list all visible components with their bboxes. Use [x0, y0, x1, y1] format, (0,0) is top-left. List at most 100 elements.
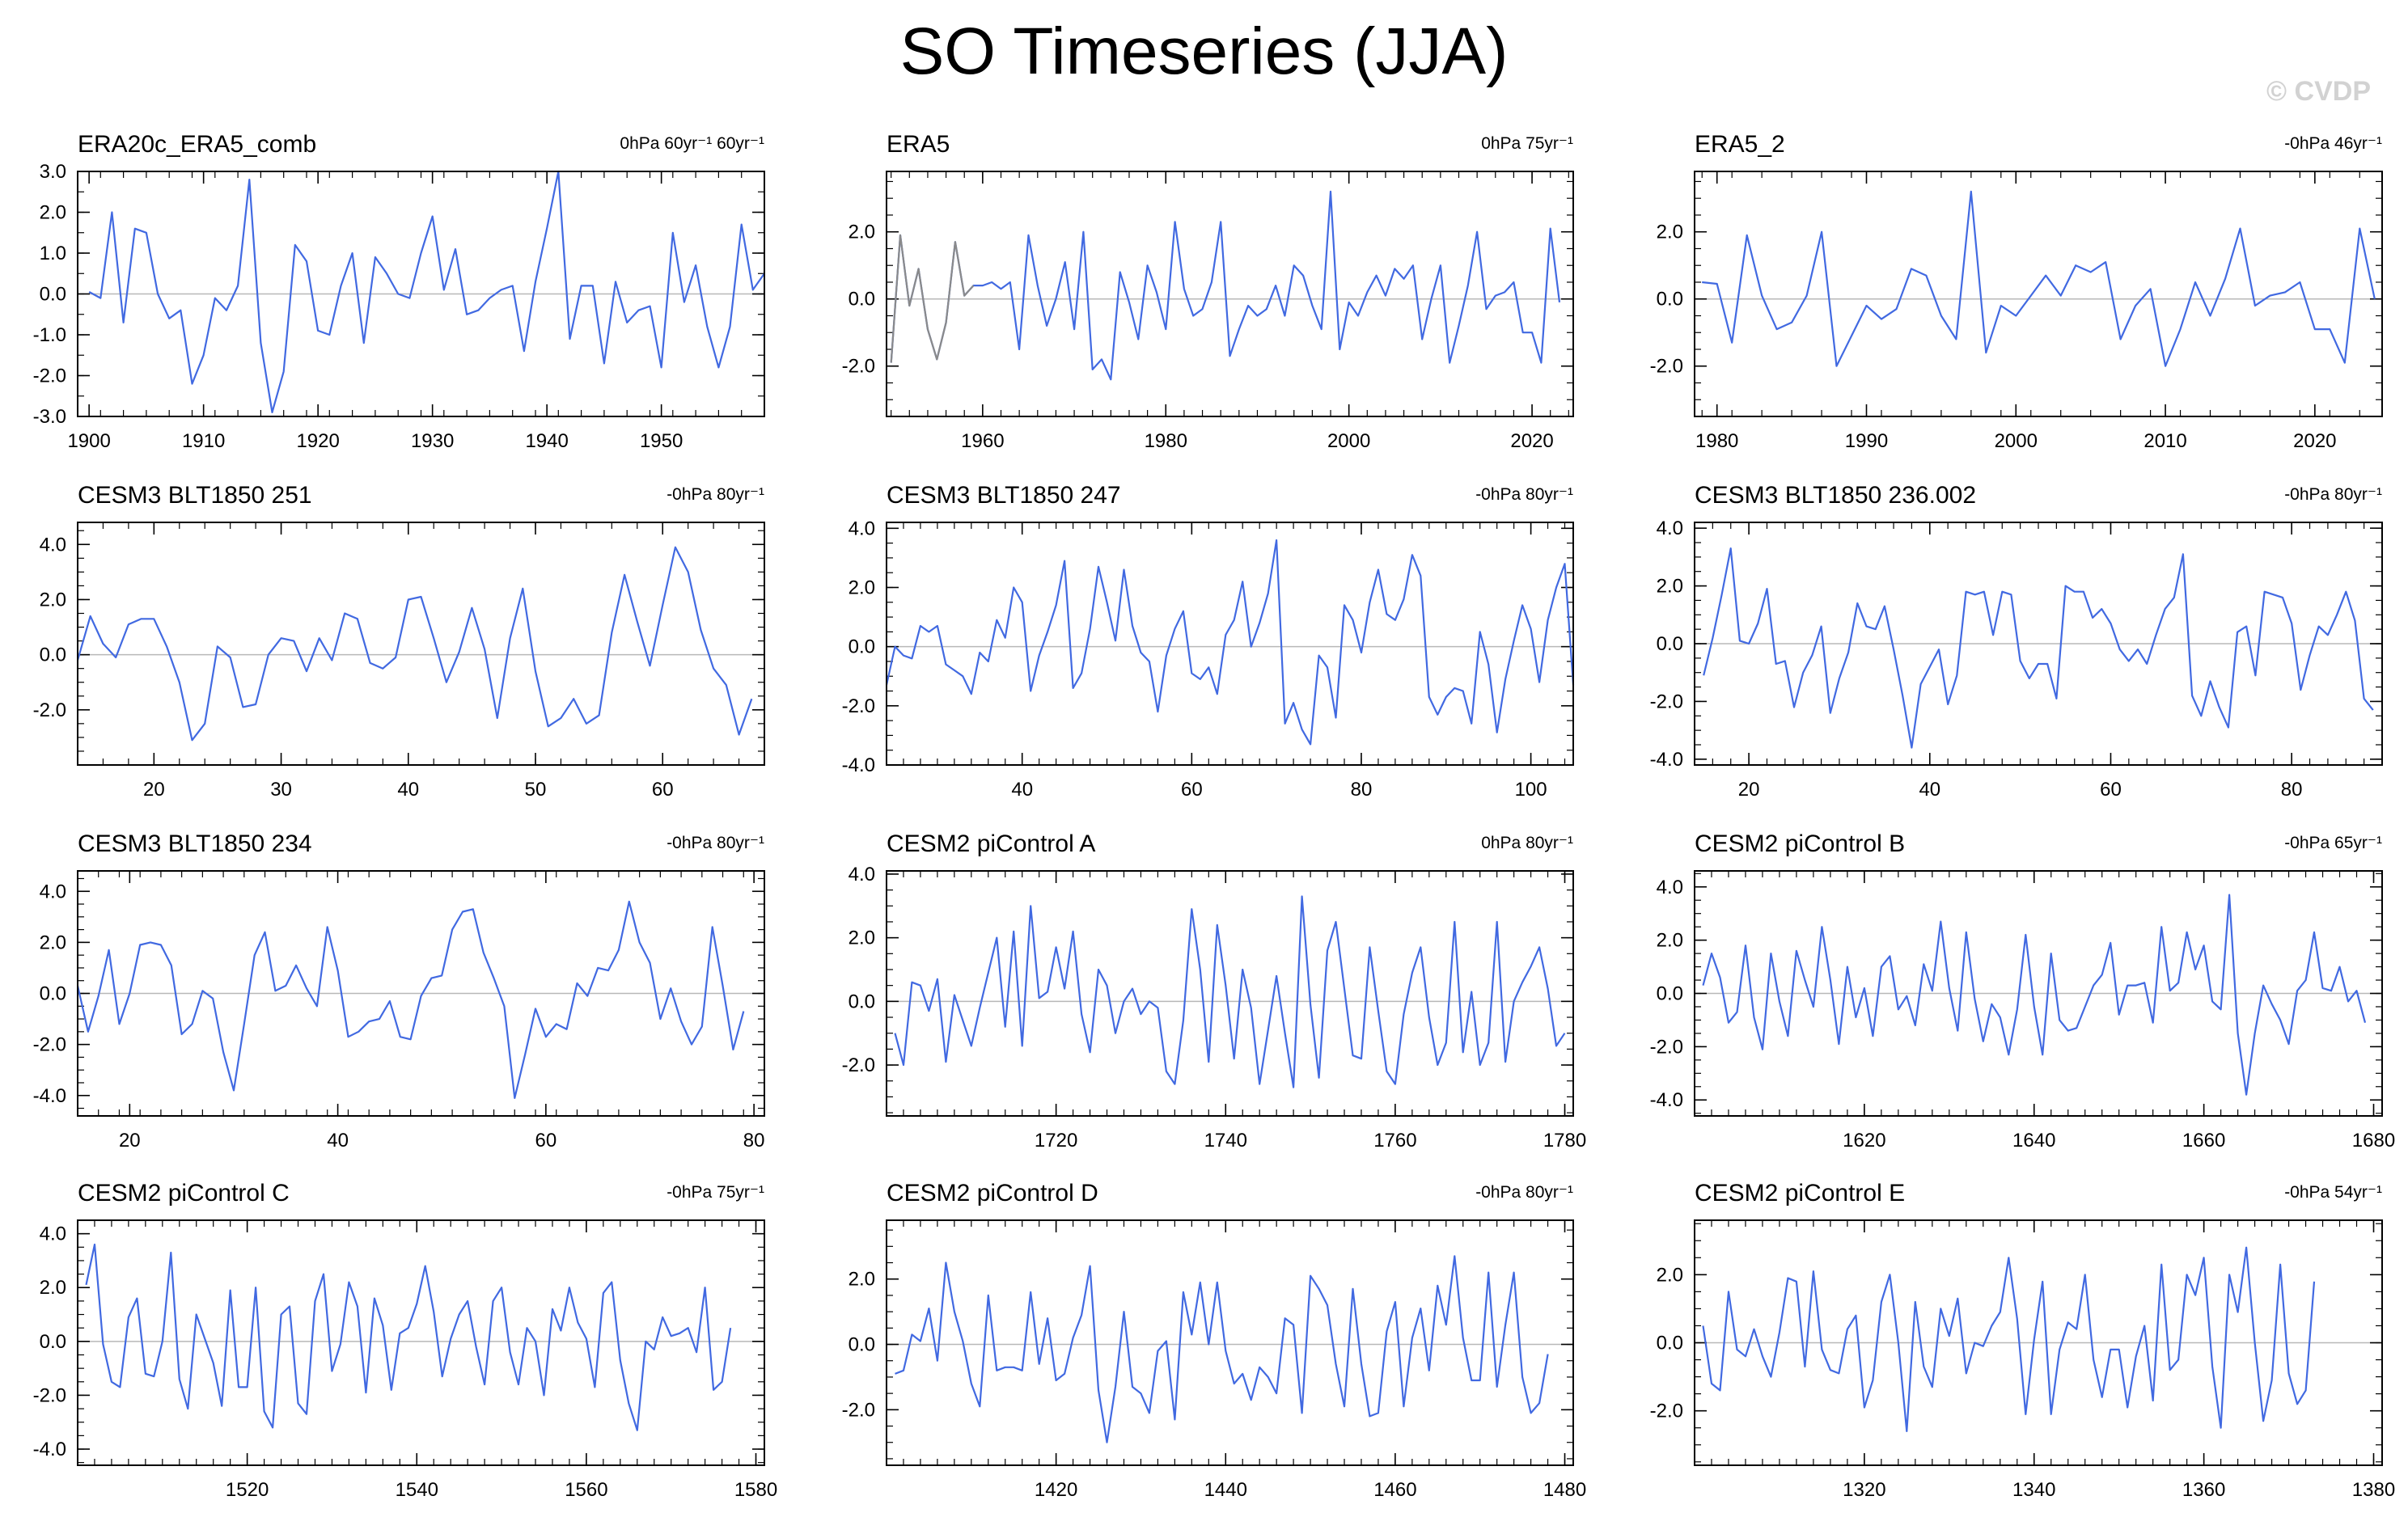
series-line	[85, 1243, 732, 1431]
series-line	[1703, 547, 2374, 749]
x-tick-label: 20	[1738, 779, 1760, 801]
y-tick-label: 0.0	[1657, 1333, 1683, 1354]
y-tick-label: 0.0	[1657, 983, 1683, 1005]
x-tick-label: 60	[652, 779, 674, 801]
plot-frame	[886, 1219, 1574, 1466]
panel-title: ERA20c_ERA5_comb	[78, 131, 316, 158]
y-tick-label: 4.0	[40, 534, 66, 556]
x-tick-label: 80	[1351, 779, 1373, 801]
x-tick-label: 1620	[1843, 1130, 1885, 1152]
panel-7: CESM3 BLT1850 234 -0hPa 80yr⁻¹ 20 40 60 80 -4.…	[33, 830, 765, 1152]
panel-title: CESM2 piControl B	[1695, 830, 1905, 857]
series-line	[894, 895, 1566, 1088]
y-tick-label: -2.0	[33, 699, 66, 721]
plot-frame	[1694, 870, 2383, 1117]
panel-title: CESM3 BLT1850 251	[78, 482, 312, 509]
y-tick-label: -2.0	[842, 695, 875, 717]
series-line	[885, 539, 1575, 746]
panel-right-label: 0hPa 80yr⁻¹	[1481, 834, 1573, 852]
panel-9: CESM2 piControl B -0hPa 65yr⁻¹ 1620 1640 166…	[1650, 830, 2396, 1152]
x-tick-label: 1980	[1145, 430, 1187, 452]
panel-3: ERA5_2 -0hPa 46yr⁻¹ 1980 1990 2000 2010 2020 -2…	[1650, 131, 2383, 452]
x-tick-label: 2010	[2144, 430, 2186, 452]
x-tick-label: 20	[119, 1130, 141, 1152]
x-tick-label: 1760	[1373, 1130, 1416, 1152]
panel-right-label: -0hPa 54yr⁻¹	[2284, 1183, 2382, 1202]
x-tick-label: 1540	[396, 1479, 438, 1501]
y-tick-label: -2.0	[842, 1054, 875, 1076]
x-tick-label: 40	[1919, 779, 1940, 801]
y-tick-label: -2.0	[33, 1384, 66, 1406]
page-title: SO Timeseries (JJA)	[899, 15, 1509, 88]
x-tick-label: 1480	[1543, 1479, 1586, 1501]
panel-title: ERA5	[887, 131, 950, 158]
y-tick-label: -4.0	[33, 1439, 66, 1460]
y-tick-label: -2.0	[1650, 691, 1683, 712]
panel-title: CESM2 piControl D	[887, 1180, 1098, 1206]
x-tick-label: 1520	[226, 1479, 269, 1501]
y-tick-label: 0.0	[40, 1331, 66, 1353]
panel-title: ERA5_2	[1695, 131, 1785, 158]
x-tick-label: 2000	[1995, 430, 2038, 452]
panel-2: ERA5 0hPa 75yr⁻¹ 1960 1980 2000 2020 -2.0 0.0 2.…	[842, 131, 1574, 452]
y-tick-label: 2.0	[1657, 1264, 1683, 1286]
x-tick-label: 1900	[67, 430, 110, 452]
y-tick-label: 1.0	[40, 243, 66, 264]
panel-6: CESM3 BLT1850 236.002 -0hPa 80yr⁻¹ 20 40 60 8…	[1650, 482, 2383, 801]
x-tick-label: 40	[327, 1130, 349, 1152]
y-tick-label: 0.0	[849, 636, 875, 658]
series-line	[1702, 1246, 2316, 1433]
x-tick-label: 60	[535, 1130, 557, 1152]
plot-frame	[1694, 171, 2383, 417]
y-tick-label: 0.0	[40, 284, 66, 306]
y-tick-label: 4.0	[849, 864, 875, 885]
y-tick-label: 2.0	[1657, 576, 1683, 598]
x-tick-label: 1990	[1845, 430, 1888, 452]
panel-title: CESM3 BLT1850 236.002	[1695, 482, 1976, 509]
x-tick-label: 1320	[1843, 1479, 1885, 1501]
x-tick-label: 1580	[734, 1479, 777, 1501]
x-tick-label: 80	[2281, 779, 2303, 801]
overlay-series-line	[890, 234, 975, 363]
x-tick-label: 1660	[2182, 1130, 2225, 1152]
x-tick-label: 2000	[1327, 430, 1370, 452]
x-tick-label: 1380	[2352, 1479, 2395, 1501]
y-tick-label: 0.0	[849, 1334, 875, 1356]
panel-right-label: -0hPa 75yr⁻¹	[667, 1183, 764, 1202]
x-tick-label: 1360	[2182, 1479, 2225, 1501]
panel-right-label: -0hPa 46yr⁻¹	[2284, 134, 2382, 153]
y-tick-label: -4.0	[1650, 1089, 1683, 1111]
y-tick-label: -4.0	[33, 1085, 66, 1107]
y-tick-label: 2.0	[849, 1269, 875, 1291]
y-tick-label: 0.0	[1657, 289, 1683, 311]
panel-right-label: 0hPa 60yr⁻¹ 60yr⁻¹	[620, 134, 764, 153]
series-line	[890, 190, 1561, 381]
y-tick-label: -2.0	[842, 356, 875, 378]
x-tick-label: 60	[2100, 779, 2122, 801]
panel-title: CESM2 piControl A	[887, 830, 1095, 857]
y-tick-label: 0.0	[40, 983, 66, 1005]
y-tick-label: 2.0	[40, 932, 66, 953]
y-tick-label: 2.0	[40, 1277, 66, 1299]
y-tick-label: 4.0	[1657, 877, 1683, 898]
panel-11: CESM2 piControl D -0hPa 80yr⁻¹ 1420 1440 146…	[842, 1180, 1587, 1501]
y-tick-label: -2.0	[842, 1399, 875, 1421]
panel-12: CESM2 piControl E -0hPa 54yr⁻¹ 1320 1340 136…	[1650, 1180, 2396, 1501]
x-tick-label: 1910	[182, 430, 225, 452]
plot-frame	[886, 522, 1574, 766]
panel-right-label: -0hPa 80yr⁻¹	[667, 485, 764, 504]
y-tick-label: 4.0	[40, 881, 66, 902]
x-tick-label: 40	[397, 779, 419, 801]
y-tick-label: 0.0	[1657, 633, 1683, 655]
y-tick-label: 4.0	[40, 1223, 66, 1245]
x-tick-label: 1640	[2012, 1130, 2055, 1152]
x-tick-label: 1980	[1695, 430, 1738, 452]
y-tick-label: 2.0	[849, 928, 875, 949]
y-tick-label: -2.0	[1650, 356, 1683, 378]
y-tick-label: 3.0	[40, 161, 66, 183]
x-tick-label: 80	[743, 1130, 765, 1152]
x-tick-label: 2020	[1510, 430, 1553, 452]
y-tick-label: -1.0	[33, 324, 66, 346]
plot-frame	[1694, 522, 2383, 766]
y-tick-label: 2.0	[40, 202, 66, 224]
